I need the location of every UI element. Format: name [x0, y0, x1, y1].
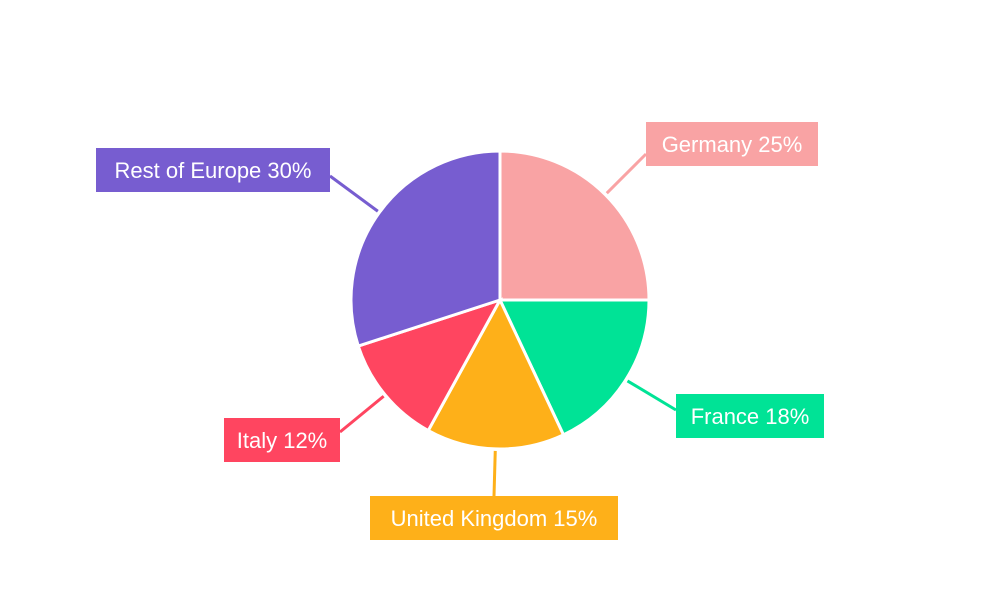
leader-line-italy — [339, 395, 385, 434]
pie-slice-france[interactable] — [497, 298, 651, 437]
leader-line-france — [626, 379, 677, 412]
leader-line-germany — [605, 152, 648, 195]
leader-line-united-kingdom — [492, 450, 497, 497]
label-box-rest-of-europe — [96, 148, 330, 192]
data-label-rest-of-europe: Rest of Europe 30% — [115, 158, 312, 183]
data-label-italy: Italy 12% — [237, 428, 328, 453]
data-label-germany: Germany 25% — [662, 132, 803, 157]
pie-slice-rest-of-europe[interactable] — [349, 149, 502, 348]
labels: Germany 25% France 18% United Kingdom 15% I… — [96, 122, 824, 540]
label-box-united-kingdom — [370, 496, 618, 540]
data-label-united-kingdom: United Kingdom 15% — [391, 506, 598, 531]
slices — [349, 149, 651, 451]
pie-slice-italy[interactable] — [356, 297, 504, 433]
label-box-germany — [646, 122, 818, 166]
label-box-italy — [224, 418, 340, 462]
pie-slice-germany[interactable] — [498, 149, 651, 302]
pie-slice-united-kingdom[interactable] — [426, 296, 566, 451]
leader-line-rest-of-europe — [329, 174, 379, 213]
data-label-france: France 18% — [691, 404, 810, 429]
label-box-france — [676, 394, 824, 438]
